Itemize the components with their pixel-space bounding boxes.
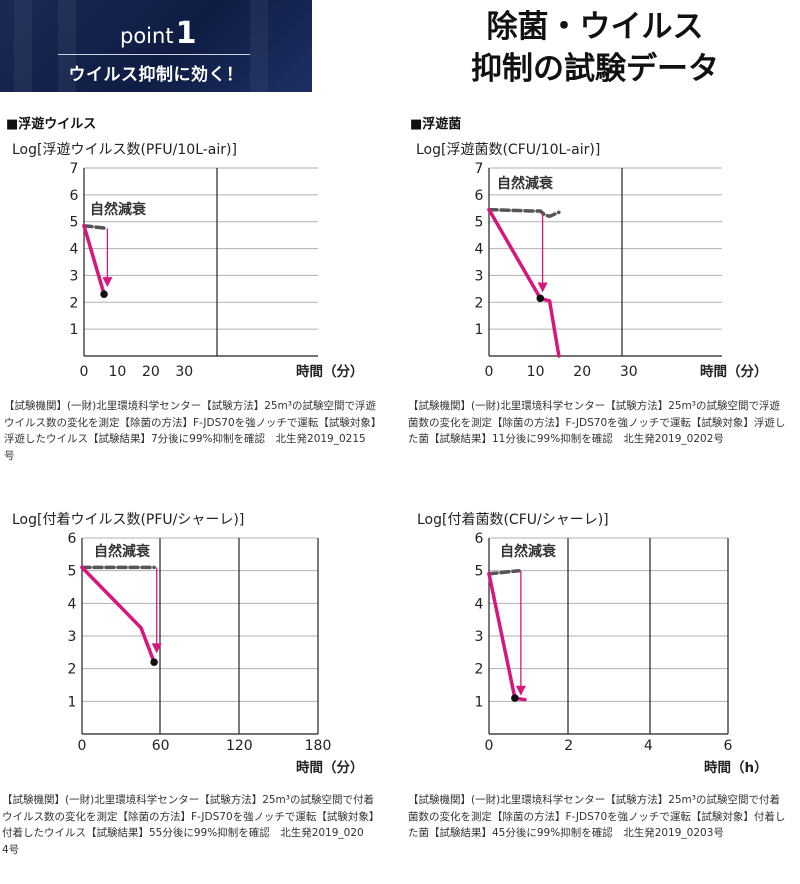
page-title-line1: 除菌・ウイルス [486, 9, 704, 45]
section-label-airborne-bacteria: ■浮遊菌 [410, 117, 462, 132]
y-tick-label: 2 [475, 295, 484, 311]
endpoint-marker [150, 658, 158, 666]
x-tick-label: 0 [80, 364, 89, 380]
natural-decay-line [487, 207, 561, 219]
endpoint-marker [511, 694, 519, 702]
natural-decay-line [82, 223, 110, 231]
y-tick-label: 6 [68, 531, 77, 547]
natural-decay-label: 自然減衰 [90, 201, 147, 218]
y-tick-label: 4 [70, 242, 79, 258]
y-tick-label: 3 [70, 268, 79, 284]
chart-surface-virus: Log[付着ウイルス数(PFU/シャーレ)] 6 5 4 3 2 1 0 60 120 180 時間（… [12, 512, 364, 776]
y-tick-label: 5 [70, 215, 79, 231]
y-axis-label: Log[付着菌数(CFU/シャーレ)] [417, 512, 609, 528]
treated-line [80, 565, 156, 664]
test-note-airborne-bacteria: 【試験機関】(一財)北里環境科学センター【試験方法】25m³の試験空間で浮遊 菌数… [408, 400, 786, 445]
x-tick-label: 20 [142, 364, 160, 380]
reduction-arrowhead [515, 685, 526, 696]
x-tick-label: 0 [485, 364, 494, 380]
natural-decay-line [487, 568, 521, 576]
test-note-surface-bacteria: 【試験機関】(一財)北里環境科学センター【試験方法】25m³の試験空間で付着 菌数… [408, 794, 786, 839]
y-tick-label: 5 [475, 215, 484, 231]
x-tick-label: 30 [175, 364, 193, 380]
y-tick-label: 2 [475, 662, 484, 678]
point-number: 1 [175, 16, 197, 51]
y-tick-label: 1 [475, 694, 484, 710]
reduction-arrowhead [537, 282, 548, 293]
treated-line [487, 572, 527, 702]
y-tick-label: 3 [475, 268, 484, 284]
test-note-surface-virus: 【試験機関】(一財)北里環境科学センター【試験方法】25m³の試験空間で付着 ウイ… [2, 794, 380, 856]
y-tick-label: 1 [68, 694, 77, 710]
x-axis-label: 時間（分） [296, 363, 364, 380]
x-axis-label: 時間（h） [704, 759, 768, 776]
x-tick-label: 2 [564, 738, 573, 754]
y-axis-label: Log[浮遊ウイルス数(PFU/10L-air)] [12, 142, 237, 158]
x-tick-label: 10 [109, 364, 127, 380]
reduction-arrowhead [102, 277, 113, 288]
endpoint-marker [536, 294, 545, 303]
natural-decay-label: 自然減衰 [500, 543, 557, 560]
y-tick-label: 1 [70, 322, 79, 338]
x-tick-label: 20 [573, 364, 591, 380]
endpoint-marker [100, 290, 108, 299]
y-tick-label: 4 [68, 596, 77, 612]
y-tick-label: 6 [70, 188, 79, 204]
x-tick-label: 0 [485, 738, 494, 754]
y-tick-label: 4 [475, 596, 484, 612]
x-tick-label: 6 [724, 738, 733, 754]
y-tick-label: 2 [70, 295, 79, 311]
x-tick-label: 180 [305, 738, 332, 754]
y-tick-label: 3 [68, 629, 77, 645]
y-tick-label: 3 [475, 629, 484, 645]
x-axis-label: 時間（分） [296, 759, 364, 776]
x-tick-label: 0 [78, 738, 87, 754]
reduction-arrowhead [151, 643, 162, 654]
x-tick-label: 4 [644, 738, 653, 754]
treated-line [487, 207, 561, 358]
natural-decay-label: 自然減衰 [497, 175, 554, 192]
natural-decay-label: 自然減衰 [94, 543, 151, 560]
y-tick-label: 7 [475, 161, 484, 177]
test-note-airborne-virus: 【試験機関】(一財)北里環境科学センター【試験方法】25m³の試験空間で浮遊 ウイ… [4, 400, 382, 462]
x-tick-label: 60 [152, 738, 170, 754]
point-banner: point1 ウイルス抑制に効く！ [0, 0, 312, 92]
banner-divider [58, 54, 250, 55]
chart-surface-bacteria: Log[付着菌数(CFU/シャーレ)] 6 5 4 3 2 1 0 2 4 6 時間（h） 自然減衰 [417, 512, 768, 776]
y-axis-label: Log[浮遊菌数(CFU/10L-air)] [416, 142, 600, 158]
y-tick-label: 7 [70, 161, 79, 177]
x-tick-label: 30 [620, 364, 638, 380]
y-axis-label: Log[付着ウイルス数(PFU/シャーレ)] [12, 512, 244, 528]
y-tick-label: 6 [475, 531, 484, 547]
y-tick-label: 4 [475, 242, 484, 258]
page-title: 除菌・ウイルス 抑制の試験データ [395, 6, 795, 90]
page-title-line2: 抑制の試験データ [471, 51, 719, 87]
y-tick-label: 6 [475, 188, 484, 204]
point-label: point1 [120, 16, 197, 51]
y-tick-label: 5 [68, 564, 77, 580]
y-tick-label: 1 [475, 322, 484, 338]
section-label-airborne-virus: ■浮遊ウイルス [6, 117, 97, 132]
x-tick-label: 120 [226, 738, 253, 754]
y-tick-label: 5 [475, 564, 484, 580]
x-axis-label: 時間（分） [700, 363, 768, 380]
banner-subtitle: ウイルス抑制に効く！ [68, 65, 244, 85]
x-tick-label: 10 [527, 364, 545, 380]
y-tick-label: 2 [68, 662, 77, 678]
treated-line [82, 223, 106, 296]
